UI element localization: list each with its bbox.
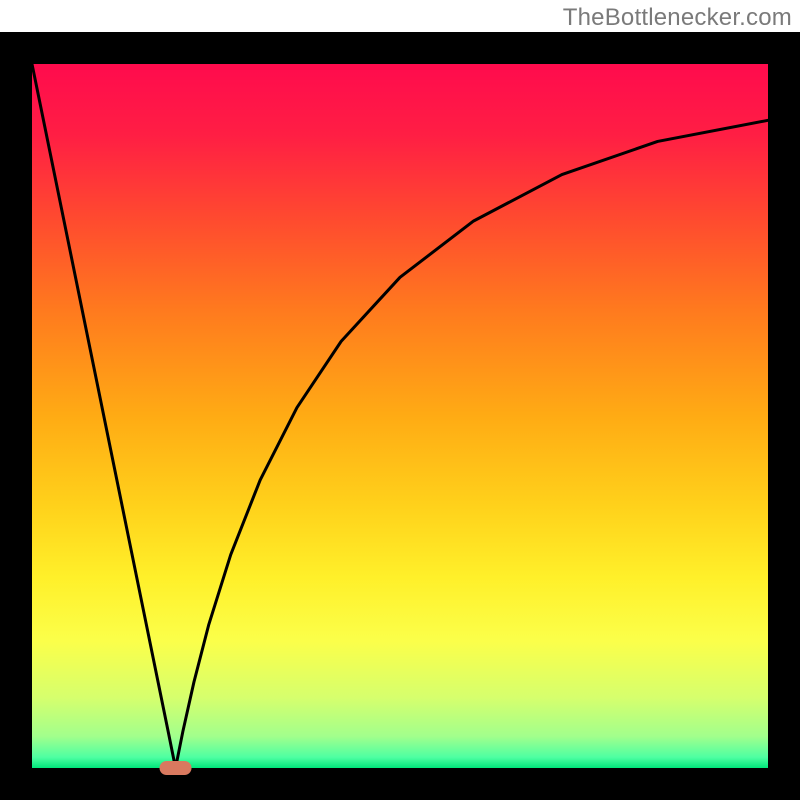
watermark-text: TheBottlenecker.com [563,4,792,32]
chart-root: TheBottlenecker.com [0,0,800,800]
plot-background [32,64,768,768]
optimal-marker [160,761,192,775]
chart-svg [0,0,800,800]
